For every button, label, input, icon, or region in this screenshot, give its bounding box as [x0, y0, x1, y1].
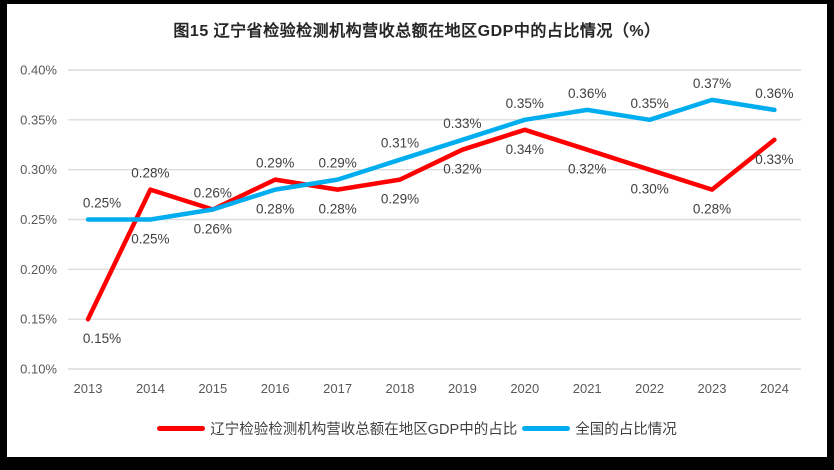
y-axis-tick-label: 0.30% [20, 162, 57, 177]
x-axis-tick-label: 2024 [760, 381, 789, 396]
y-axis-tick-label: 0.25% [20, 212, 57, 227]
chart-title: 图15 辽宁省检验检测机构营收总额在地区GDP中的占比情况（%） [173, 23, 661, 40]
data-label-series-0: 0.29% [256, 156, 294, 171]
series-line-0 [85, 127, 777, 322]
legend-label-liaoning: 辽宁检验检测机构营收总额在地区GDP中的占比 [210, 422, 518, 438]
data-label-series-1: 0.31% [381, 136, 419, 151]
data-label-series-0: 0.28% [131, 166, 169, 181]
data-label-series-1: 0.26% [194, 222, 232, 237]
data-label-series-0: 0.33% [755, 152, 793, 167]
x-axis-tick-label: 2016 [261, 381, 290, 396]
x-axis-tick-label: 2018 [386, 381, 415, 396]
legend: 辽宁检验检测机构营收总额在地区GDP中的占比 全国的占比情况 [7, 418, 827, 439]
data-label-series-1: 0.37% [693, 76, 731, 91]
data-label-series-0: 0.34% [506, 142, 544, 157]
x-axis-tick-label: 2022 [635, 381, 664, 396]
y-axis-tick-label: 0.10% [20, 362, 57, 377]
line-chart-plot: 0.10% 0.15% 0.20% 0.25% 0.30% 0.35% 0.40% 2013 2… [20, 63, 801, 396]
chart-area: 图15 辽宁省检验检测机构营收总额在地区GDP中的占比情况（%） 0.10% 0.… [7, 4, 827, 457]
x-axis-tick-label: 2017 [323, 381, 352, 396]
x-axis-tick-label: 2021 [573, 381, 602, 396]
x-axis-tick-label: 2015 [198, 381, 227, 396]
data-label-series-0: 0.28% [318, 202, 356, 217]
data-label-series-0: 0.32% [568, 162, 606, 177]
legend-swatch-liaoning-line [157, 426, 206, 431]
data-label-series-1: 0.35% [506, 96, 544, 111]
data-label-series-1: 0.36% [755, 86, 793, 101]
data-label-series-0: 0.32% [443, 162, 481, 177]
x-axis-tick-label: 2020 [510, 381, 539, 396]
y-axis-tick-label: 0.20% [20, 262, 57, 277]
y-axis-tick-label: 0.40% [20, 63, 57, 78]
data-label-series-0: 0.15% [83, 331, 121, 346]
data-label-series-1: 0.28% [256, 202, 294, 217]
y-axis-tick-label: 0.35% [20, 112, 57, 127]
y-axis-tick-label: 0.15% [20, 312, 57, 327]
x-axis-tick-label: 2019 [448, 381, 477, 396]
data-label-series-1: 0.25% [83, 196, 121, 211]
data-label-series-1: 0.33% [443, 116, 481, 131]
data-label-series-0: 0.26% [194, 186, 232, 201]
data-label-series-1: 0.35% [630, 96, 668, 111]
data-label-series-0: 0.28% [693, 202, 731, 217]
x-axis-tick-label: 2013 [74, 381, 103, 396]
data-label-series-0: 0.30% [630, 182, 668, 197]
data-label-series-1: 0.25% [131, 232, 169, 247]
data-label-series-0: 0.29% [381, 192, 419, 207]
x-axis-tick-label: 2023 [698, 381, 727, 396]
data-label-series-1: 0.29% [318, 156, 356, 171]
series-line-1 [85, 97, 777, 222]
x-axis-tick-label: 2014 [136, 381, 165, 396]
legend-swatch-national-line [522, 426, 571, 431]
legend-label-national: 全国的占比情况 [575, 422, 677, 438]
data-label-series-1: 0.36% [568, 86, 606, 101]
